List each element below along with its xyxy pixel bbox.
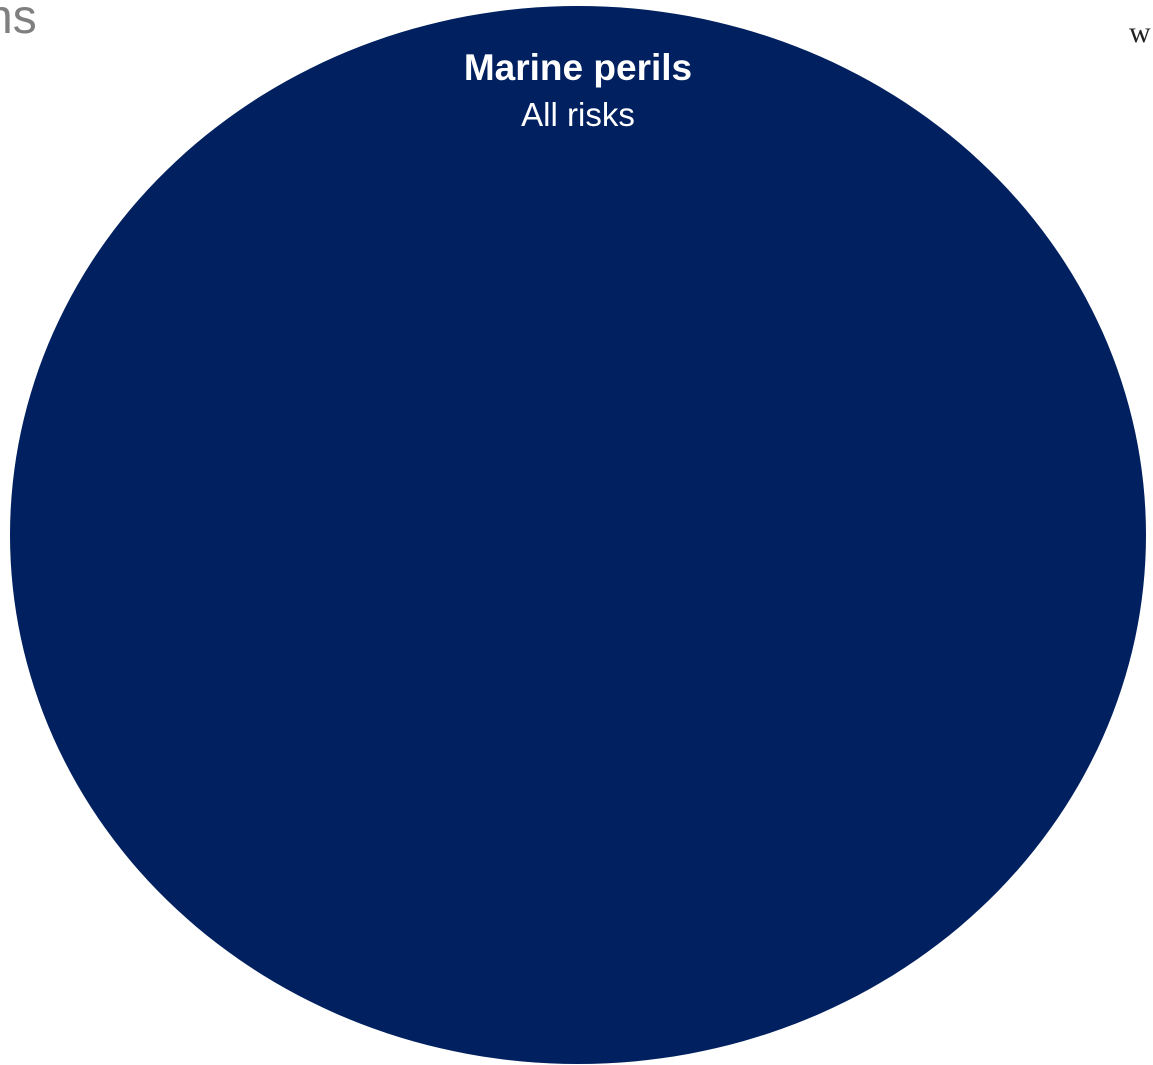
right-edge-text: w: [1129, 16, 1151, 49]
ellipse-title: Marine perils: [464, 47, 692, 88]
marine-perils-ellipse: [10, 6, 1146, 1064]
ellipse-subtitle: All risks: [521, 96, 635, 133]
left-edge-text: ns: [0, 0, 37, 44]
